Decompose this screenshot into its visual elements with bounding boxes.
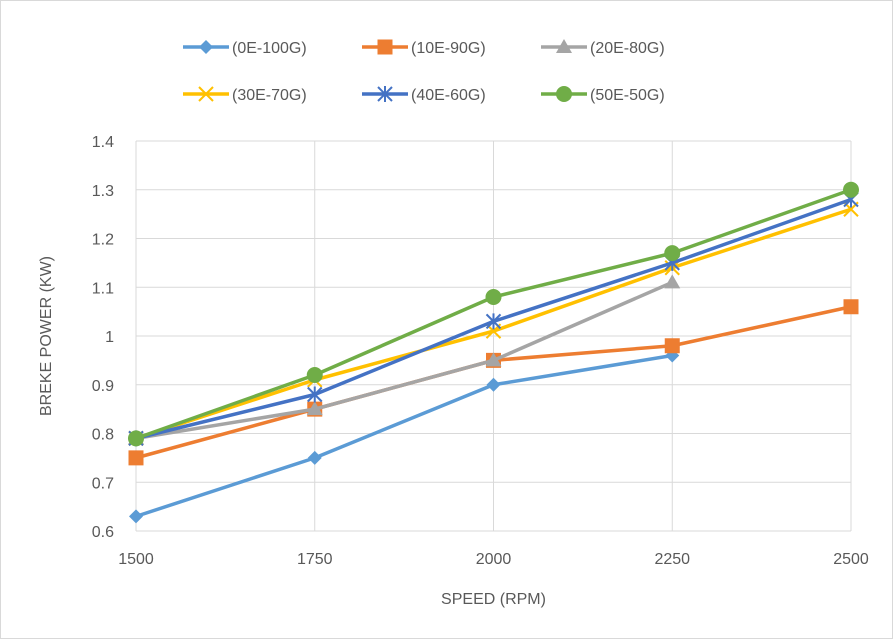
data-point — [664, 338, 680, 354]
data-point — [486, 377, 501, 392]
data-point — [307, 386, 323, 403]
x-tick-label: 2000 — [476, 551, 512, 568]
y-tick-label: 1.4 — [92, 134, 114, 151]
data-point — [129, 509, 143, 524]
data-point — [843, 181, 859, 198]
series-0 — [129, 348, 680, 524]
legend-item: (30E-70G) — [183, 86, 307, 104]
y-tick-label: 1 — [105, 329, 114, 346]
data-point — [485, 352, 502, 367]
data-point — [664, 274, 681, 289]
legend-label: (10E-90G) — [411, 40, 486, 57]
data-point — [485, 313, 502, 330]
x-axis-title: SPEED (RPM) — [441, 591, 546, 608]
data-point — [128, 450, 144, 466]
series-line — [135, 280, 673, 441]
y-tick-label: 0.7 — [92, 475, 114, 492]
x-tick-label: 2250 — [654, 551, 690, 568]
series-5 — [128, 181, 859, 447]
legend-marker — [377, 86, 393, 102]
legend-marker — [556, 86, 572, 102]
legend-label: (40E-60G) — [411, 87, 486, 104]
x-tick-label: 2500 — [833, 551, 869, 568]
y-tick-label: 0.8 — [92, 427, 114, 444]
legend-marker — [377, 39, 393, 55]
legend: (0E-100G) (10E-90G) (20E-80G) (30E-70G) (40E… — [183, 39, 665, 104]
legend-item: (0E-100G) — [183, 40, 307, 57]
legend-marker — [199, 40, 213, 54]
y-tick-label: 1.1 — [92, 280, 114, 297]
data-point — [843, 299, 859, 315]
data-point — [306, 401, 323, 416]
data-point — [307, 450, 322, 465]
y-axis-title: BREKE POWER (KW) — [38, 256, 55, 416]
data-point — [485, 289, 502, 305]
x-tick-label: 1750 — [297, 551, 333, 568]
y-tick-label: 1.2 — [92, 232, 114, 249]
legend-item: (50E-50G) — [541, 86, 665, 104]
legend-label: (30E-70G) — [232, 87, 307, 104]
y-tick-label: 1.3 — [92, 183, 114, 200]
legend-label: (50E-50G) — [590, 87, 665, 104]
gridlines — [135, 140, 852, 532]
legend-marker — [556, 39, 572, 53]
data-point — [664, 245, 681, 262]
x-tick-label: 1500 — [118, 551, 154, 568]
legend-label: (20E-80G) — [590, 40, 665, 57]
legend-item: (40E-60G) — [362, 86, 486, 104]
series-line — [135, 353, 673, 519]
data-point — [306, 367, 323, 383]
y-tick-label: 0.6 — [92, 524, 114, 541]
legend-label: (0E-100G) — [232, 40, 307, 57]
tick-labels: 0.6 0.7 0.8 0.9 1 1.1 1.2 1.3 1.4 1500 1750 2000 225… — [92, 134, 869, 568]
y-tick-label: 0.9 — [92, 378, 114, 395]
data-point — [128, 430, 144, 447]
legend-marker — [198, 86, 214, 102]
legend-item: (20E-80G) — [541, 39, 665, 57]
series-layer — [128, 181, 859, 524]
legend-item: (10E-90G) — [362, 39, 486, 57]
